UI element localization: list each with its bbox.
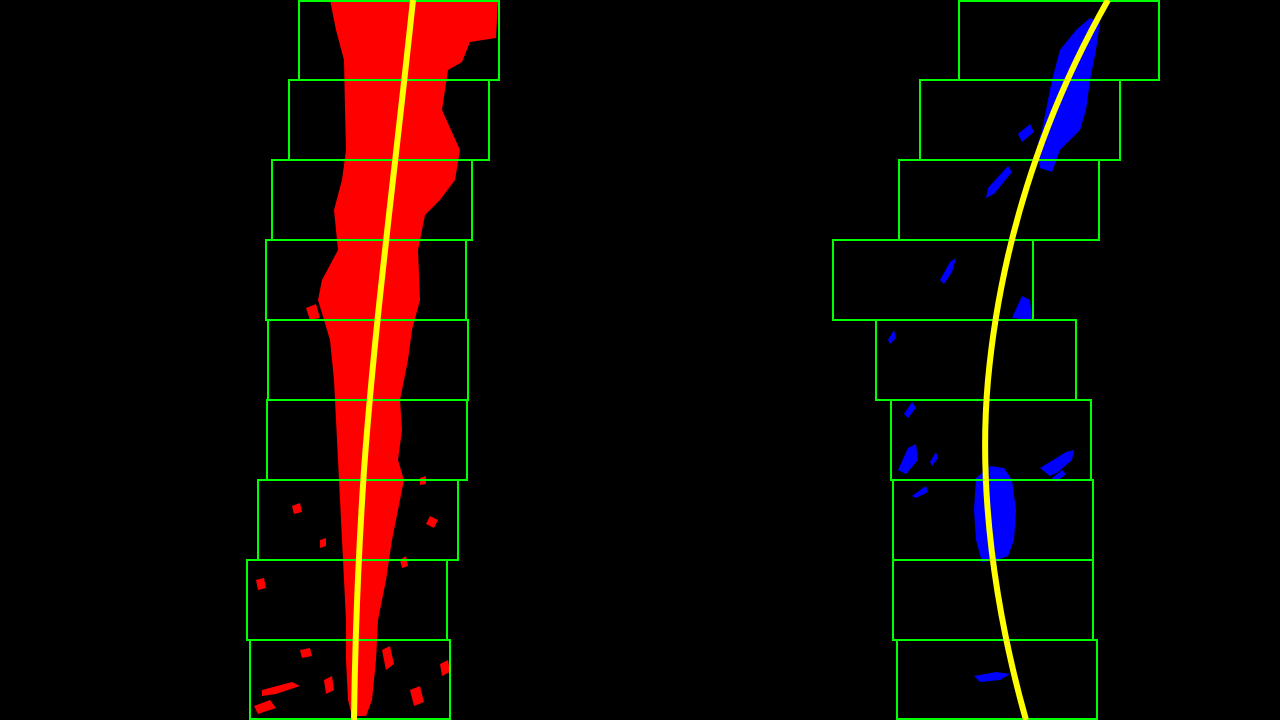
left-lane-pixel-fragment — [256, 578, 266, 590]
lane-fit-curves — [351, 0, 1111, 720]
right-lane-pixel-blob — [1036, 18, 1100, 172]
right-lane-pixel-fragment — [930, 452, 938, 466]
right-lane-fit-curve — [982, 0, 1111, 720]
left-lane-pixel-fragment — [382, 646, 394, 670]
left-lane-pixel-fragment — [292, 503, 302, 514]
left-lane-pixel-fragment — [300, 648, 312, 658]
left-lane-pixel-fragment — [410, 686, 424, 706]
left-lane-pixel-fragment — [254, 700, 276, 714]
left-lane-fit-curve — [351, 0, 416, 720]
right-lane-pixel-fragment — [898, 444, 918, 474]
right-lane-pixel-fragment — [904, 402, 916, 418]
right-lane-pixel-fragment — [1018, 124, 1034, 142]
left-lane-pixel-fragment — [426, 516, 438, 528]
left-lane-pixel-fragment — [306, 304, 320, 320]
right-search-window — [896, 639, 1098, 720]
right-lane-pixel-fragment — [1040, 450, 1074, 476]
right-lane-pixel-fragment — [940, 258, 956, 284]
left-lane-pixel-fragment — [440, 660, 450, 676]
left-lane-search-windows — [246, 0, 500, 720]
right-lane-pixels — [888, 18, 1100, 682]
right-lane-pixel-fragment — [888, 330, 896, 344]
right-lane-pixel-fragment — [912, 486, 928, 498]
right-lane-pixel-fragment — [974, 672, 1010, 682]
left-search-window — [249, 639, 451, 720]
left-lane-pixel-fragment — [262, 682, 300, 696]
left-lane-pixel-fragment — [324, 676, 334, 694]
right-lane-pixel-fragment — [1012, 296, 1032, 320]
left-lane-pixel-fragment — [320, 538, 326, 548]
right-lane-pixel-fragment — [986, 166, 1012, 198]
